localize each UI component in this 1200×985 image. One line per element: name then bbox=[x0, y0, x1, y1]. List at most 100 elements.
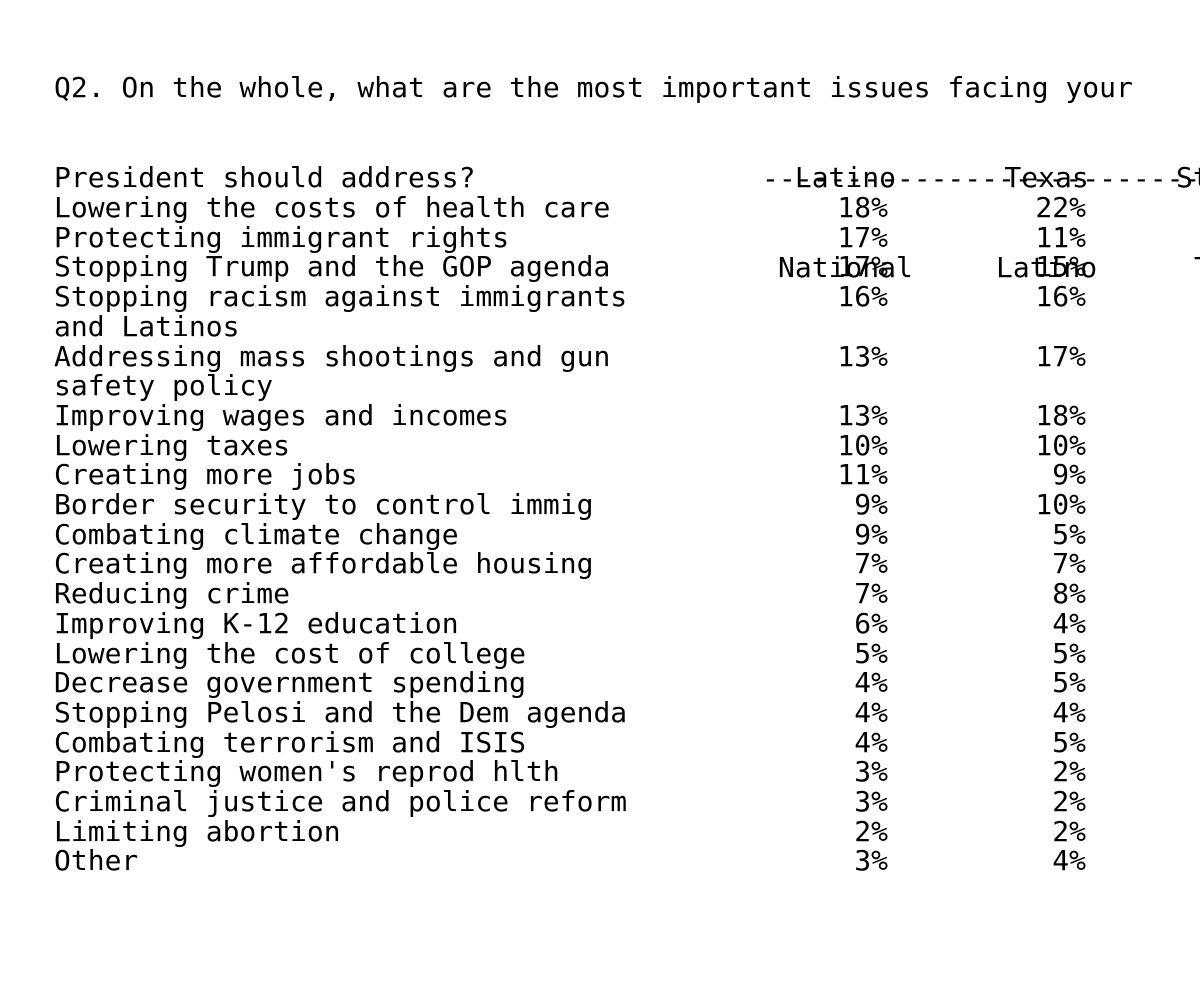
value-texas-latino: 4% bbox=[1052, 695, 1086, 729]
value-latino-national: 9% bbox=[854, 488, 888, 522]
value-texas-latino: 16% bbox=[1035, 280, 1086, 314]
issue-label: Combating terrorism and ISIS bbox=[54, 725, 694, 759]
issue-label: Border security to control immig bbox=[54, 490, 694, 520]
column-header-line-1: St bbox=[1176, 161, 1200, 195]
value-latino-national: 4% bbox=[854, 695, 888, 729]
value-latino-national: 10% bbox=[837, 428, 888, 462]
value-texas-latino: 5% bbox=[1052, 636, 1086, 670]
issue-label: Creating more affordable housing bbox=[54, 549, 694, 579]
issue-label-line: Protecting immigrant rights bbox=[54, 220, 510, 254]
value-texas-latino: 18% bbox=[1035, 398, 1086, 432]
issue-label: Combating climate change bbox=[54, 520, 694, 550]
issue-label-line: and Latinos bbox=[54, 309, 240, 343]
table-row: Creating more affordable housing 7% 7% bbox=[54, 549, 1200, 579]
value-texas-latino: 22% bbox=[1035, 191, 1086, 224]
issue-label: Lowering the costs of health care bbox=[54, 193, 694, 223]
column-header-line-2: Latino bbox=[996, 250, 1098, 284]
issue-label: Lowering the cost of college bbox=[54, 636, 694, 670]
issue-label-line: Criminal justice and police reform bbox=[54, 785, 628, 819]
value-texas-latino: 5% bbox=[1052, 666, 1086, 700]
issue-label-line: Lowering the cost of college bbox=[54, 636, 527, 670]
value-latino-national: 11% bbox=[837, 458, 888, 492]
value-latino-national: 3% bbox=[854, 755, 888, 789]
column-header-line-2: T bbox=[1176, 252, 1200, 283]
issue-label-line: Border security to control immig bbox=[54, 488, 594, 522]
value-texas-latino: 2% bbox=[1052, 814, 1086, 848]
value-texas-latino: 17% bbox=[1035, 339, 1086, 373]
issue-label-line: Creating more jobs bbox=[54, 458, 358, 492]
table-row: Other 3% 4% bbox=[54, 846, 1200, 876]
value-latino-national: 4% bbox=[854, 725, 888, 759]
issue-label-line: Reducing crime bbox=[54, 577, 291, 611]
issue-label: Improving K-12 education bbox=[54, 609, 694, 639]
value-texas-latino: 2% bbox=[1052, 785, 1086, 819]
issue-label-line: Addressing mass shootings and gun bbox=[54, 339, 611, 373]
column-header-texas-latino: Texas Latino bbox=[996, 104, 1097, 312]
value-texas-latino: 10% bbox=[1035, 428, 1086, 462]
table-row: Improving K-12 education 6% 4% bbox=[54, 609, 1200, 639]
issue-label: Stopping Pelosi and the Dem agenda bbox=[54, 698, 694, 728]
issue-label: Other bbox=[54, 846, 694, 876]
value-texas-latino: 4% bbox=[1052, 606, 1086, 640]
table-row: Stopping Trump and the GOP agenda 17% 15% bbox=[54, 252, 1200, 282]
table-row: Limiting abortion 2% 2% bbox=[54, 817, 1200, 847]
value-latino-national: 3% bbox=[854, 785, 888, 819]
issue-label-line: Stopping Trump and the GOP agenda bbox=[54, 250, 611, 284]
value-texas-latino: 9% bbox=[1052, 458, 1086, 492]
value-latino-national: 3% bbox=[854, 844, 888, 878]
issue-label: Lowering taxes bbox=[54, 428, 694, 462]
issue-label-line: Combating terrorism and ISIS bbox=[54, 725, 527, 759]
table-row: Border security to control immig 9% 10% bbox=[54, 490, 1200, 520]
value-texas-latino: 11% bbox=[1035, 220, 1086, 254]
issue-label-line: Improving K-12 education bbox=[54, 606, 459, 640]
issue-label-line: Improving wages and incomes bbox=[54, 398, 510, 432]
question-text: Q2. On the whole, what are the most impo… bbox=[54, 14, 1200, 222]
issue-label-line: Other bbox=[54, 844, 139, 878]
value-latino-national: 6% bbox=[854, 606, 888, 640]
issue-label: Reducing crime bbox=[54, 579, 694, 609]
table-row: Lowering taxes 10% 10% bbox=[54, 428, 1200, 462]
value-texas-latino: 7% bbox=[1052, 547, 1086, 581]
table-row: Improving wages and incomes 13% 18% bbox=[54, 401, 1200, 431]
question-line-2: President should address? bbox=[54, 160, 476, 194]
header-rule: ---------------------------------------- bbox=[762, 164, 1200, 194]
table-row: Addressing mass shootings and gun safety … bbox=[54, 339, 1200, 401]
value-latino-national: 18% bbox=[837, 191, 888, 224]
issue-label-line: Lowering taxes bbox=[54, 428, 291, 462]
issue-label-line: Lowering the costs of health care bbox=[54, 191, 611, 224]
value-texas-latino: 5% bbox=[1052, 517, 1086, 551]
issue-label: Criminal justice and police reform bbox=[54, 787, 694, 817]
issue-label-line: Stopping Pelosi and the Dem agenda bbox=[54, 695, 628, 729]
issue-label: Stopping racism against immigrants and La… bbox=[54, 282, 694, 341]
value-texas-latino: 10% bbox=[1035, 488, 1086, 522]
table-row: Criminal justice and police reform 3% 2% bbox=[54, 787, 1200, 817]
value-latino-national: 4% bbox=[854, 666, 888, 700]
results-table: Lowering the costs of health care 18% 22% P… bbox=[54, 193, 1200, 876]
issue-label-line: Stopping racism against immigrants bbox=[54, 280, 628, 314]
table-row: Combating terrorism and ISIS 4% 5% bbox=[54, 725, 1200, 759]
table-row: Stopping racism against immigrants and La… bbox=[54, 282, 1200, 341]
value-texas-latino: 5% bbox=[1052, 725, 1086, 759]
table-row: Stopping Pelosi and the Dem agenda 4% 4% bbox=[54, 698, 1200, 728]
value-latino-national: 7% bbox=[854, 577, 888, 611]
value-texas-latino: 4% bbox=[1052, 844, 1086, 878]
value-latino-national: 17% bbox=[837, 250, 888, 284]
issue-label-line: Limiting abortion bbox=[54, 814, 341, 848]
issue-label: Protecting immigrant rights bbox=[54, 223, 694, 253]
issue-label: Creating more jobs bbox=[54, 460, 694, 490]
column-header-latino-national: Latino National bbox=[778, 104, 913, 312]
table-row: Protecting women's reprod hlth 3% 2% bbox=[54, 757, 1200, 787]
issue-label: Stopping Trump and the GOP agenda bbox=[54, 252, 694, 282]
table-row: Creating more jobs 11% 9% bbox=[54, 460, 1200, 490]
value-latino-national: 2% bbox=[854, 814, 888, 848]
table-row: Combating climate change 9% 5% bbox=[54, 520, 1200, 550]
issue-label: Limiting abortion bbox=[54, 817, 694, 847]
value-texas-latino: 15% bbox=[1035, 250, 1086, 284]
column-header-line-2: National bbox=[778, 250, 913, 284]
issue-label: Protecting women's reprod hlth bbox=[54, 757, 694, 787]
issue-label: Addressing mass shootings and gun safety … bbox=[54, 339, 694, 401]
table-row: Lowering the costs of health care 18% 22% bbox=[54, 193, 1200, 223]
value-latino-national: 9% bbox=[854, 517, 888, 551]
value-latino-national: 13% bbox=[837, 339, 888, 373]
value-latino-national: 16% bbox=[837, 280, 888, 314]
